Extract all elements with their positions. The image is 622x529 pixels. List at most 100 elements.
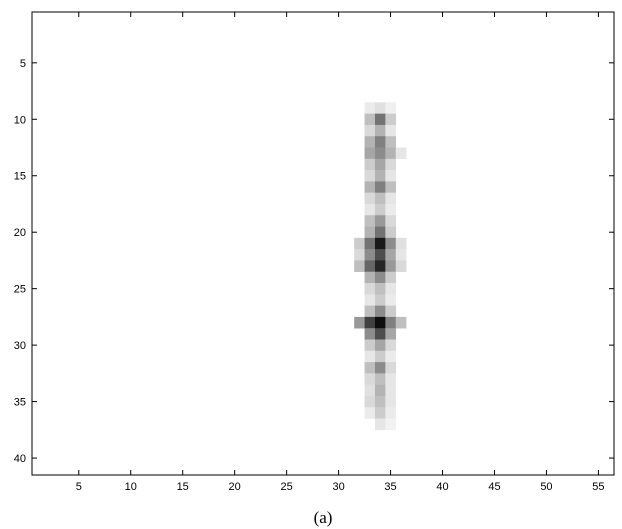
heatmap-cell [354,316,365,329]
x-tick-label: 50 [540,481,552,493]
heatmap-cell [385,215,397,227]
heatmap-cell [364,294,376,306]
heatmap-cell [374,113,386,126]
y-tick-label: 35 [14,397,26,409]
y-tick-label: 25 [14,284,26,296]
heatmap-cell [364,339,376,352]
heatmap-cell [364,305,376,318]
heatmap-cell [354,249,365,261]
heatmap-cell [385,328,397,340]
heatmap-cell [395,260,407,273]
y-axis: 5 10 15 20 25 30 35 40 [14,58,614,465]
heatmap-cell [374,328,386,340]
heatmap-cell [374,192,386,205]
heatmap-cell [385,113,397,126]
heatmap-cell [374,147,386,160]
heatmap-cell [374,395,386,408]
heatmap-cell [374,249,386,261]
heatmap-cell [385,384,397,397]
heatmap-cell [374,271,386,284]
y-tick-label: 30 [14,340,26,352]
heatmap-cell [385,350,397,363]
heatmap-cell [385,170,397,182]
heatmap-cell [385,147,397,160]
heatmap-cell [385,203,397,216]
heatmap-cell [385,395,397,408]
heatmap-cell [354,237,365,250]
heatmap-cell [374,283,386,295]
heatmap-cell [364,215,376,227]
y-tick-label: 40 [14,453,26,465]
heatmap-cell [364,283,376,295]
heatmap-cell [374,260,386,273]
heatmap-cell [385,136,397,148]
heatmap-cell [374,316,386,329]
heatmap-cell [374,158,386,171]
x-tick-label: 15 [177,481,189,493]
heatmap-cell [385,305,397,318]
heatmap-cell [364,316,376,329]
figure-caption: (a) [314,508,333,527]
heatmap-cell [385,407,397,419]
heatmap-cell [374,215,386,227]
heatmap-cell [374,373,386,385]
heatmap-cell [364,147,376,160]
heatmap-cell [364,407,376,419]
heatmap-cell [385,192,397,205]
heatmap-cell [374,237,386,250]
y-tick-label: 20 [14,227,26,239]
heatmap-cell [364,192,376,205]
heatmap-cell [374,102,386,114]
plot-frame [31,11,615,476]
heatmap-cell [374,181,386,193]
heatmap-cell [364,328,376,340]
y-tick-label: 10 [14,114,26,126]
heatmap-cell [364,181,376,193]
heatmap-cell [385,226,397,239]
heatmap-cell [364,203,376,216]
heatmap-cell [374,294,386,306]
heatmap-cell [364,226,376,239]
heatmap-cell [364,260,376,273]
heatmap-cell [385,339,397,352]
heatmap-cell [374,203,386,216]
heatmap-cell [364,124,376,137]
heatmap-cell [364,271,376,284]
x-tick-label: 45 [488,481,500,493]
heatmap-cell [385,124,397,137]
heatmap-cell [364,136,376,148]
x-axis: 5 10 15 20 25 30 35 40 45 50 55 [76,12,605,493]
heatmap-cell [395,249,407,261]
heatmap-cell [374,418,386,431]
heatmap-cell [374,136,386,148]
heatmap-cell [385,283,397,295]
heatmap-cell [364,350,376,363]
heatmap-cell [374,339,386,352]
y-tick-label: 15 [14,171,26,183]
heatmap-cell [374,226,386,239]
heatmap-cell [364,373,376,385]
y-tick-label: 5 [20,58,26,70]
heatmap-cell [385,158,397,171]
x-tick-label: 55 [592,481,604,493]
heatmap-cell [395,237,407,250]
heatmap-cell [354,260,365,273]
heatmap-cell [395,147,407,160]
heatmap-cell [364,170,376,182]
heatmap-cells [354,102,407,431]
heatmap-cell [374,170,386,182]
heatmap-cell [364,113,376,126]
x-tick-label: 20 [229,481,241,493]
heatmap-cell [385,362,397,374]
heatmap-cell [385,418,397,431]
heatmap-cell [374,407,386,419]
heatmap-cell [395,316,407,329]
x-tick-label: 10 [125,481,137,493]
x-tick-label: 5 [76,481,82,493]
heatmap-cell [385,373,397,385]
heatmap-cell [364,158,376,171]
heatmap-cell [364,395,376,408]
x-tick-label: 40 [436,481,448,493]
heatmap-cell [385,271,397,284]
